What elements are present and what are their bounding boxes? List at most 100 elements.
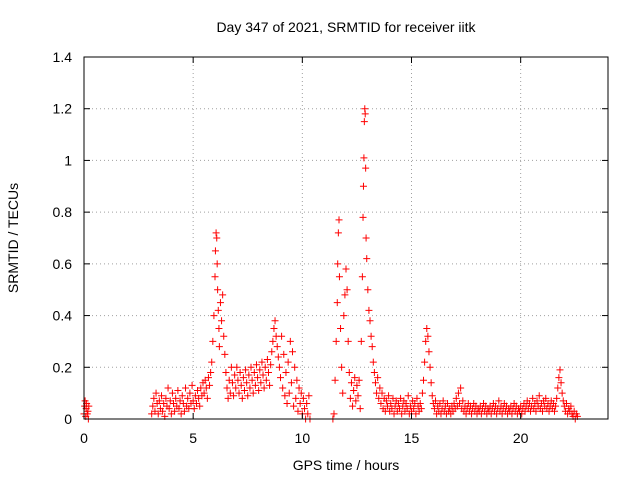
data-point — [362, 164, 370, 172]
data-point — [277, 374, 284, 382]
data-point — [210, 312, 218, 320]
data-point — [258, 358, 266, 366]
data-point — [563, 399, 571, 407]
data-point — [255, 387, 263, 395]
data-point — [246, 384, 254, 392]
data-point — [230, 392, 238, 400]
data-point — [425, 348, 433, 356]
data-point — [172, 394, 180, 402]
data-point — [285, 389, 293, 397]
axis-ticks — [83, 56, 608, 420]
data-point — [553, 394, 561, 402]
data-point — [211, 273, 219, 281]
data-point — [190, 405, 198, 413]
data-point — [444, 399, 452, 407]
data-point — [184, 394, 192, 402]
data-point — [334, 260, 342, 268]
data-point — [168, 389, 176, 397]
data-point — [417, 405, 425, 413]
data-point — [529, 394, 537, 402]
x-tick-label: 15 — [404, 430, 420, 446]
data-point — [343, 286, 351, 294]
data-point — [567, 402, 575, 410]
data-point — [216, 299, 224, 307]
data-point — [238, 394, 246, 402]
data-point — [368, 343, 376, 351]
data-point — [377, 399, 385, 407]
data-point — [180, 407, 188, 415]
data-point — [235, 389, 243, 397]
data-point — [236, 368, 244, 376]
data-point — [182, 384, 190, 392]
data-point — [211, 247, 219, 255]
data-point — [279, 384, 287, 392]
data-point — [304, 410, 312, 418]
data-point — [233, 363, 241, 371]
data-point — [452, 394, 460, 402]
data-point — [196, 402, 204, 410]
data-point — [237, 381, 245, 389]
data-point — [556, 366, 564, 374]
data-point — [240, 387, 248, 395]
data-point — [370, 368, 378, 376]
data-point — [280, 350, 288, 358]
data-point — [347, 379, 355, 387]
data-point — [278, 332, 286, 340]
data-point — [416, 399, 424, 407]
data-point — [352, 397, 360, 405]
y-axis-label: SRMTID / TECUs — [5, 183, 21, 293]
data-point — [346, 394, 354, 402]
data-point — [231, 371, 239, 379]
data-point — [342, 265, 350, 273]
data-point — [354, 392, 362, 400]
data-point — [332, 337, 340, 345]
data-point — [150, 394, 158, 402]
data-point — [558, 389, 566, 397]
data-point — [154, 410, 162, 418]
data-point — [85, 402, 93, 410]
data-point — [164, 384, 172, 392]
data-point — [355, 376, 363, 384]
data-point — [165, 405, 173, 413]
data-point — [274, 353, 282, 361]
data-point — [305, 392, 313, 400]
data-point — [439, 397, 447, 405]
y-tick-label: 1.4 — [53, 49, 73, 65]
data-point — [263, 356, 271, 364]
data-point — [228, 379, 236, 387]
x-tick-label: 0 — [80, 430, 88, 446]
data-point — [454, 389, 462, 397]
data-point — [387, 399, 395, 407]
data-point — [215, 343, 223, 351]
data-point — [349, 402, 357, 410]
data-point — [552, 402, 560, 410]
data-point — [250, 368, 258, 376]
data-point — [385, 392, 393, 400]
data-point — [256, 366, 264, 374]
data-points — [80, 105, 581, 423]
data-point — [259, 371, 267, 379]
data-point — [457, 384, 465, 392]
data-point — [432, 397, 440, 405]
data-point — [270, 325, 278, 332]
data-point — [257, 379, 265, 387]
data-point — [402, 399, 410, 407]
data-point — [333, 299, 341, 307]
data-point — [264, 368, 272, 376]
data-point — [215, 325, 223, 332]
data-point — [394, 399, 402, 407]
data-point — [376, 384, 384, 392]
data-point — [207, 368, 215, 376]
data-point — [203, 394, 211, 402]
data-point — [178, 392, 186, 400]
data-point — [282, 368, 290, 376]
data-point — [338, 363, 346, 371]
data-point — [351, 374, 359, 382]
data-point — [421, 358, 429, 366]
data-point — [200, 389, 208, 397]
data-point — [244, 392, 252, 400]
data-point — [84, 407, 92, 415]
data-point — [371, 379, 379, 387]
data-point — [427, 379, 435, 387]
